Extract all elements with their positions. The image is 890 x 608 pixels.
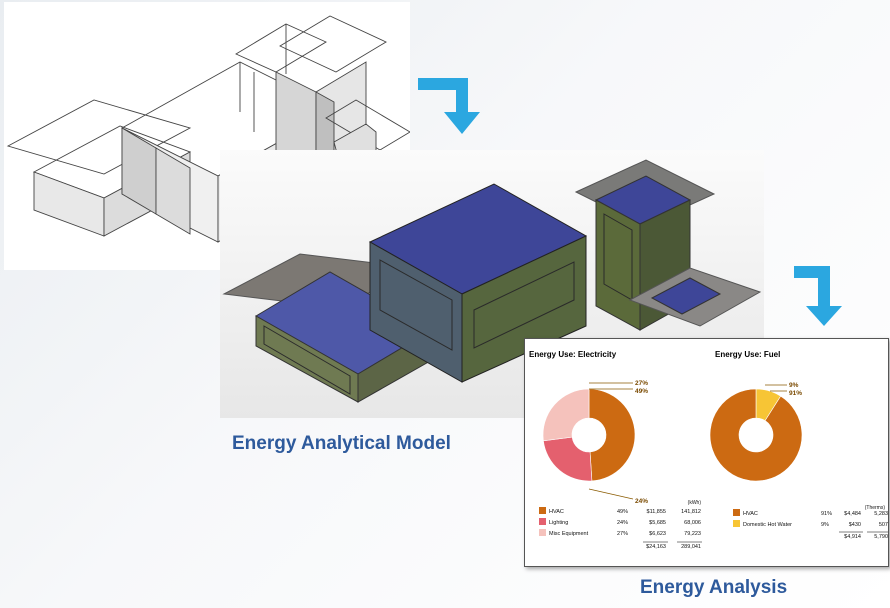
callout-label-lighting: 24% [635,498,648,505]
legend-swatch [733,520,740,527]
legend-label: Domestic Hot Water [743,522,792,528]
pie-slice-lighting [543,436,593,482]
total-usage: 289,041 [681,544,701,550]
pie-slice-misc-equipment [542,388,590,442]
legend-usage: 507 [879,522,888,528]
pie-slice-hvac [709,388,803,482]
total-cost: $24,163 [646,544,666,550]
legend-percent: 27% [617,531,628,537]
energy-report-svg: Energy Use: Electricity Energy Use: Fuel… [529,350,888,550]
unit-label: (kWh) [688,500,702,506]
electricity-callouts: 27%49% 24% [588,380,648,505]
callout-label-dhw: 9% [789,382,799,389]
legend-cost: $430 [849,522,861,528]
callout-line [588,488,634,500]
total-cost: $4,914 [844,534,861,540]
legend-label: Lighting [549,520,568,526]
legend-swatch [733,509,740,516]
fuel-callouts: 9%91% [765,382,802,397]
legend-percent: 9% [821,522,829,528]
legend-label: HVAC [549,509,564,515]
fuel-pie-chart [709,388,803,482]
fuel-table: (Therms) HVAC 91% $4,484 5,283 Domestic Hot W… [733,505,888,540]
legend-swatch [539,518,546,525]
callout-label-hvac: 91% [789,390,802,397]
callout-label-misc: 27% [635,380,648,387]
analytical-model-drawing [222,159,762,403]
legend-usage: 68,006 [684,520,701,526]
fuel-title: Energy Use: Fuel [715,350,780,359]
legend-usage: 5,283 [874,511,888,517]
legend-percent: 49% [617,509,628,515]
turn-down-arrow-icon [794,266,842,326]
legend-percent: 24% [617,520,628,526]
electricity-title: Energy Use: Electricity [529,350,617,359]
unit-label: (Therms) [865,505,886,511]
electricity-table: (kWh) HVAC 49% $11,855 141,812 Lighting 24% $5,… [539,500,702,550]
legend-usage: 141,812 [681,509,701,515]
electricity-pie-chart [542,388,636,482]
caption-energy-analysis: Energy Analysis [640,577,788,598]
flow-arrow-2 [794,264,844,328]
legend-percent: 91% [821,511,832,517]
legend-label: HVAC [743,511,758,517]
turn-down-arrow-icon [418,78,480,134]
callout-label-hvac: 49% [635,388,648,395]
flow-arrow-1 [418,72,488,136]
caption-energy-analytical-model: Energy Analytical Model [232,433,451,454]
legend-cost: $5,685 [649,520,666,526]
pie-slice-hvac [588,388,636,482]
legend-cost: $6,623 [649,531,666,537]
legend-swatch [539,529,546,536]
legend-cost: $4,484 [844,511,861,517]
energy-analysis-report: Energy Use: Electricity Energy Use: Fuel… [524,338,889,567]
legend-swatch [539,507,546,514]
legend-usage: 79,223 [684,531,701,537]
legend-cost: $11,855 [647,509,666,515]
total-usage: 5,790 [874,534,888,540]
legend-label: Misc Equipment [549,531,589,537]
